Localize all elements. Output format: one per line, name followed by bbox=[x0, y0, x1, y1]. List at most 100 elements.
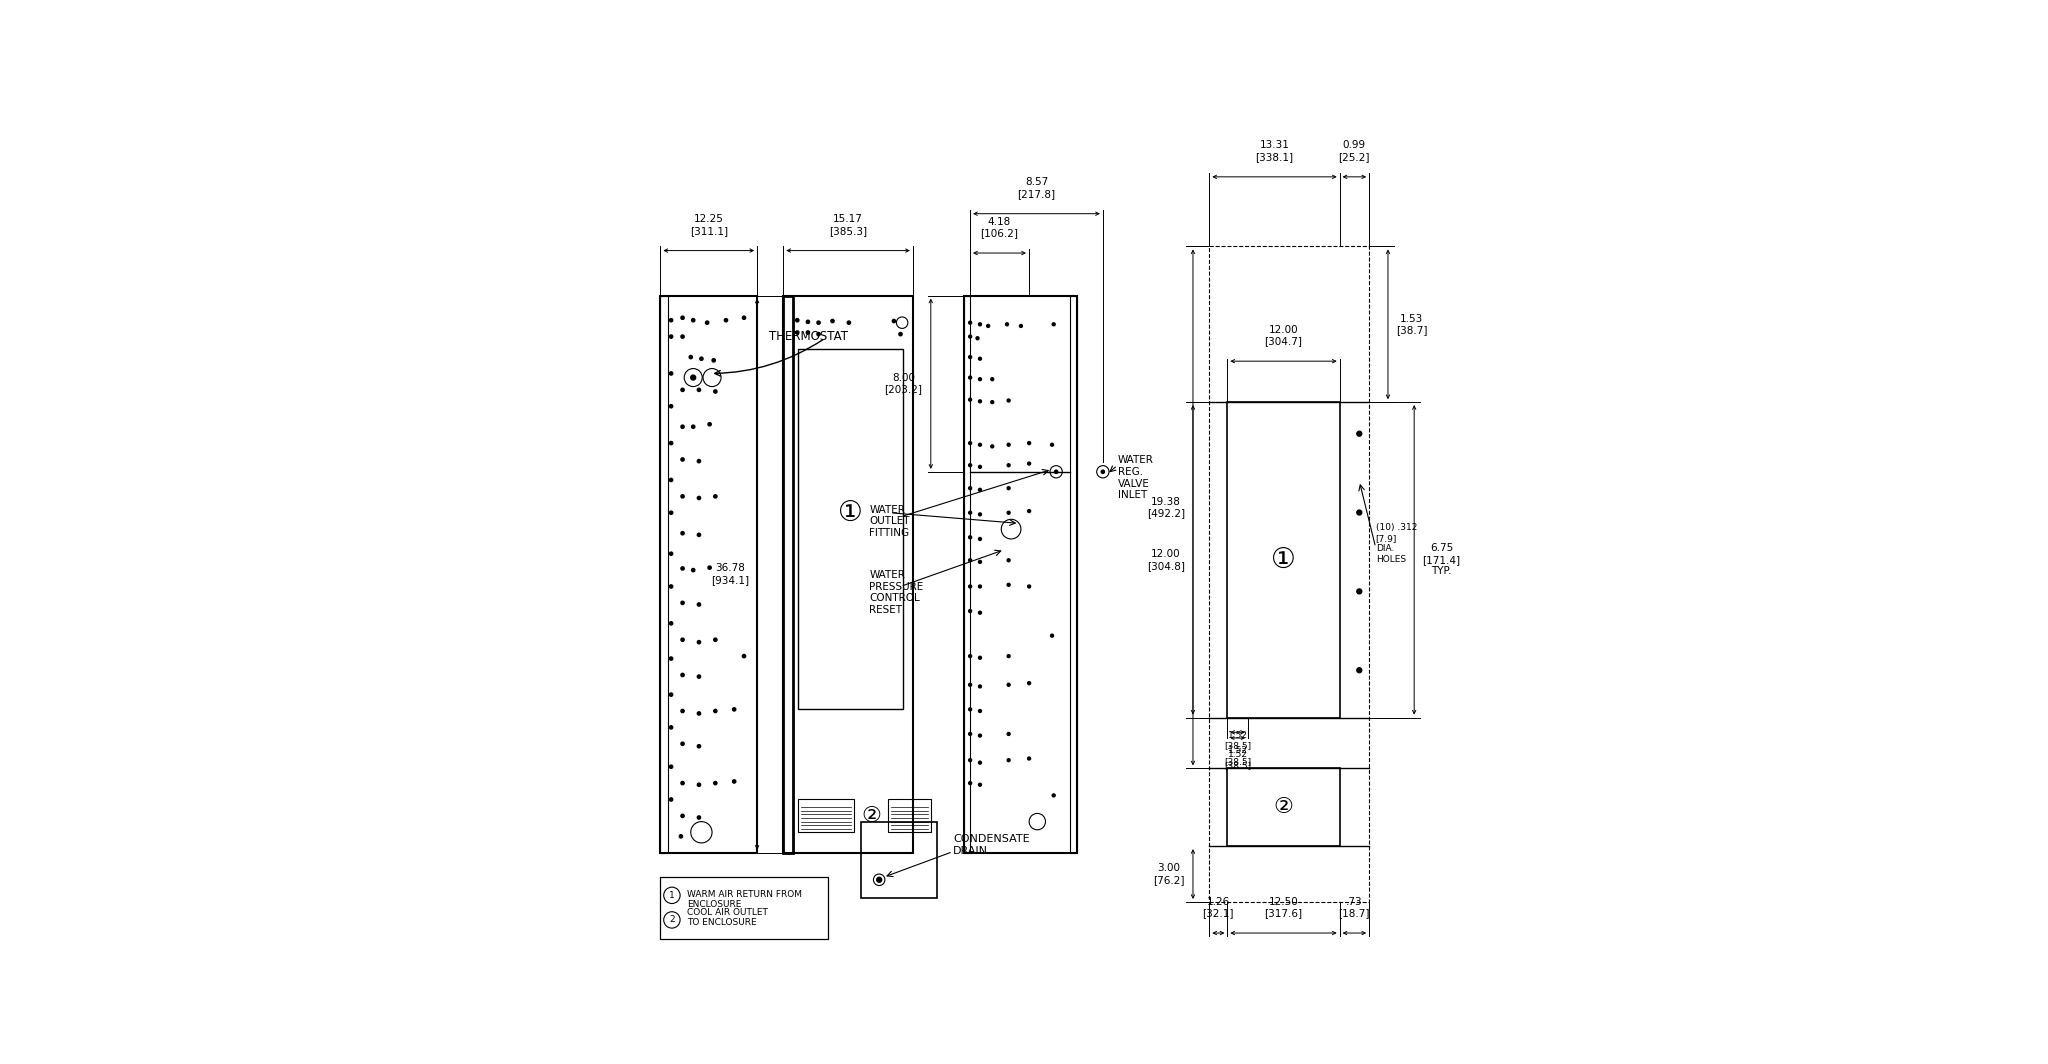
Circle shape bbox=[670, 511, 672, 514]
Circle shape bbox=[979, 488, 981, 492]
Circle shape bbox=[979, 444, 981, 446]
Circle shape bbox=[680, 388, 684, 392]
Text: 1: 1 bbox=[670, 891, 674, 900]
Circle shape bbox=[831, 319, 834, 322]
Circle shape bbox=[969, 464, 971, 467]
Circle shape bbox=[969, 683, 971, 686]
Circle shape bbox=[1008, 486, 1010, 489]
Circle shape bbox=[688, 355, 692, 359]
Circle shape bbox=[877, 878, 881, 882]
Circle shape bbox=[700, 358, 702, 361]
Circle shape bbox=[713, 710, 717, 713]
Circle shape bbox=[987, 325, 989, 328]
Circle shape bbox=[690, 376, 696, 380]
Bar bbox=[963, 296, 971, 852]
Circle shape bbox=[680, 426, 684, 429]
Circle shape bbox=[969, 355, 971, 359]
Bar bbox=[860, 822, 936, 898]
Bar bbox=[659, 296, 668, 852]
Circle shape bbox=[1358, 510, 1362, 515]
Circle shape bbox=[969, 759, 971, 762]
Circle shape bbox=[713, 495, 717, 498]
Bar bbox=[963, 296, 1077, 852]
Circle shape bbox=[680, 532, 684, 535]
Circle shape bbox=[725, 318, 727, 321]
Circle shape bbox=[979, 322, 981, 326]
Text: 12.00
[304.7]: 12.00 [304.7] bbox=[1264, 325, 1303, 347]
Circle shape bbox=[969, 376, 971, 379]
Circle shape bbox=[670, 726, 672, 729]
Circle shape bbox=[670, 798, 672, 801]
Circle shape bbox=[979, 561, 981, 563]
Circle shape bbox=[979, 710, 981, 713]
Bar bbox=[782, 296, 913, 852]
Circle shape bbox=[1020, 325, 1022, 328]
Circle shape bbox=[1102, 470, 1104, 473]
Circle shape bbox=[709, 422, 711, 426]
Circle shape bbox=[969, 486, 971, 489]
Circle shape bbox=[969, 512, 971, 514]
Bar bbox=[1071, 296, 1077, 852]
Circle shape bbox=[807, 331, 809, 334]
Text: COOL AIR OUTLET
TO ENCLOSURE: COOL AIR OUTLET TO ENCLOSURE bbox=[686, 908, 768, 927]
Circle shape bbox=[969, 442, 971, 445]
Circle shape bbox=[1053, 794, 1055, 797]
Circle shape bbox=[670, 693, 672, 696]
Circle shape bbox=[1051, 444, 1053, 446]
Circle shape bbox=[696, 388, 700, 392]
Circle shape bbox=[1358, 431, 1362, 436]
Text: 12.00
[304.8]: 12.00 [304.8] bbox=[1147, 549, 1186, 570]
Circle shape bbox=[680, 495, 684, 498]
Bar bbox=[659, 296, 758, 852]
Circle shape bbox=[741, 316, 745, 319]
Circle shape bbox=[848, 321, 850, 325]
Circle shape bbox=[670, 442, 672, 445]
Circle shape bbox=[692, 318, 694, 321]
Circle shape bbox=[680, 674, 684, 677]
Circle shape bbox=[969, 536, 971, 538]
Circle shape bbox=[696, 783, 700, 786]
Circle shape bbox=[680, 458, 684, 461]
Text: 12.25
[311.1]: 12.25 [311.1] bbox=[690, 214, 727, 236]
Text: WATER
PRESSURE
CONTROL
RESET: WATER PRESSURE CONTROL RESET bbox=[868, 570, 924, 615]
Circle shape bbox=[969, 732, 971, 735]
Bar bbox=[799, 799, 854, 832]
Circle shape bbox=[795, 331, 799, 334]
Circle shape bbox=[670, 371, 672, 376]
Circle shape bbox=[795, 318, 799, 321]
Circle shape bbox=[670, 318, 672, 321]
Circle shape bbox=[969, 654, 971, 658]
Circle shape bbox=[969, 585, 971, 588]
Text: 19.38
[492.2]: 19.38 [492.2] bbox=[1147, 497, 1186, 518]
Circle shape bbox=[680, 743, 684, 746]
Circle shape bbox=[1008, 559, 1010, 562]
Circle shape bbox=[733, 780, 735, 783]
Circle shape bbox=[670, 765, 672, 768]
Circle shape bbox=[696, 496, 700, 500]
Circle shape bbox=[1008, 759, 1010, 762]
Circle shape bbox=[1028, 510, 1030, 513]
Circle shape bbox=[893, 319, 895, 322]
Text: 12.50
[317.6]: 12.50 [317.6] bbox=[1264, 897, 1303, 918]
Text: 3.00
[76.2]: 3.00 [76.2] bbox=[1153, 863, 1186, 885]
Text: WATER
OUTLET
FITTING: WATER OUTLET FITTING bbox=[868, 504, 909, 537]
Circle shape bbox=[696, 641, 700, 644]
Text: ②: ② bbox=[862, 805, 883, 826]
Circle shape bbox=[1358, 668, 1362, 672]
Text: 2: 2 bbox=[670, 915, 674, 925]
Circle shape bbox=[1008, 732, 1010, 735]
Circle shape bbox=[696, 816, 700, 819]
Circle shape bbox=[705, 321, 709, 325]
Circle shape bbox=[670, 585, 672, 588]
Circle shape bbox=[1051, 634, 1053, 637]
Circle shape bbox=[979, 685, 981, 688]
Circle shape bbox=[696, 533, 700, 536]
Circle shape bbox=[1008, 683, 1010, 686]
Circle shape bbox=[979, 537, 981, 541]
Circle shape bbox=[979, 465, 981, 468]
Circle shape bbox=[979, 358, 981, 361]
Circle shape bbox=[1028, 585, 1030, 588]
Circle shape bbox=[680, 814, 684, 817]
Text: 8.57
[217.8]: 8.57 [217.8] bbox=[1018, 178, 1055, 199]
Circle shape bbox=[991, 401, 993, 403]
